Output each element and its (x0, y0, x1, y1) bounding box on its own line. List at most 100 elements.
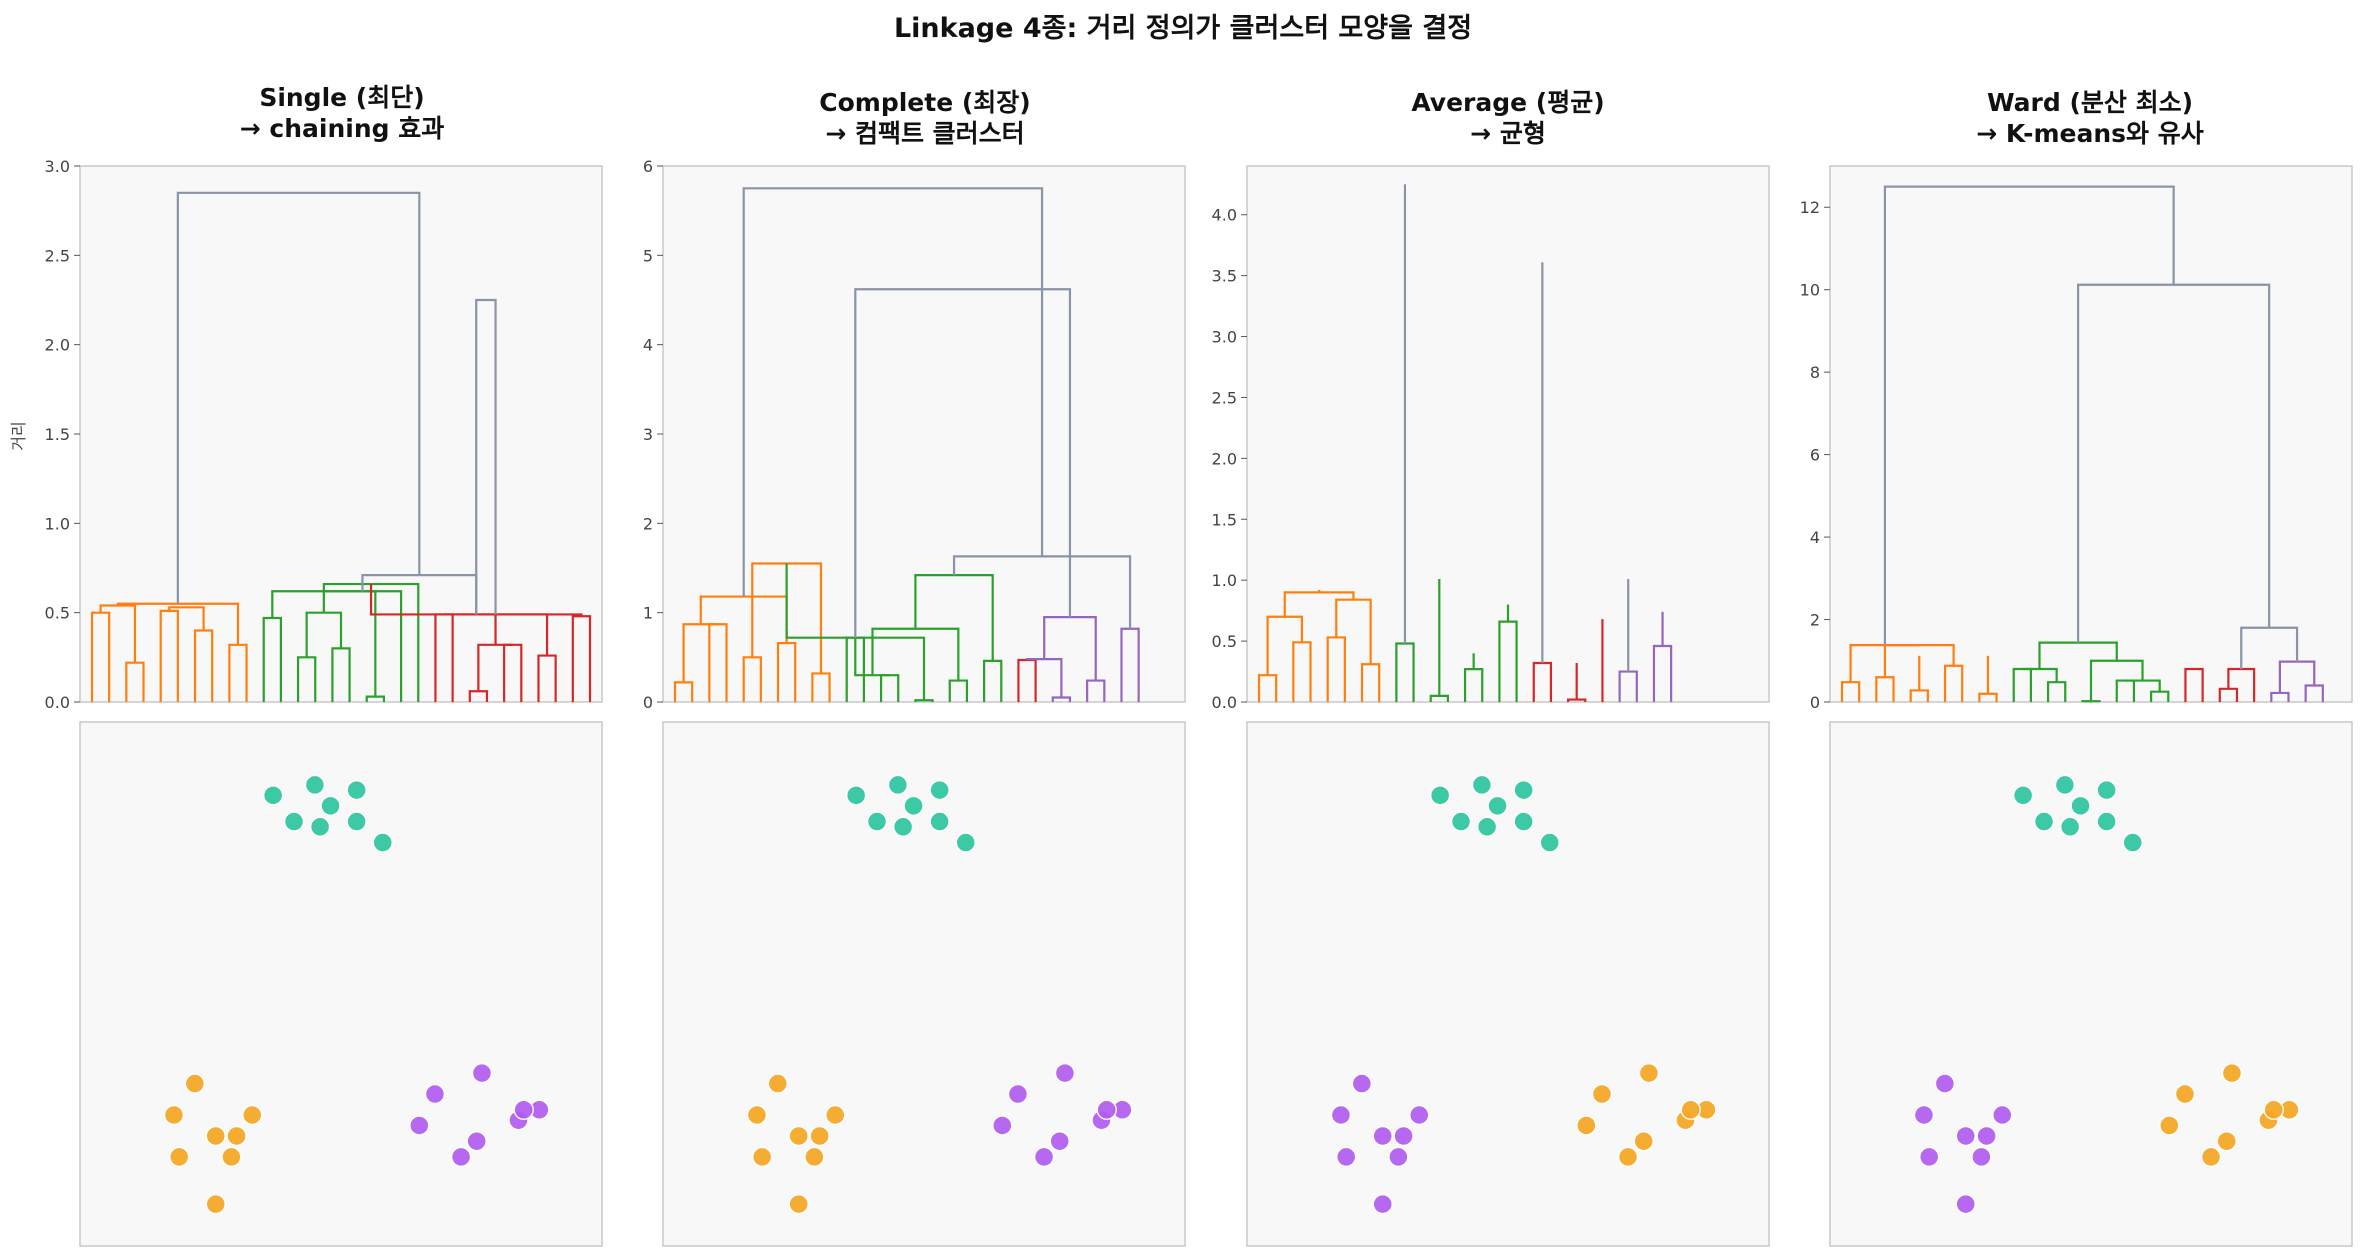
scatter-point (2096, 811, 2117, 832)
scatter-point (221, 1146, 242, 1168)
scatter-point (1976, 1125, 1997, 1147)
scatter-point (1680, 1099, 1701, 1121)
panel-3-title-line1: Average (평균) (1411, 88, 1605, 117)
scatter-point (226, 1125, 247, 1147)
scatter-point (1487, 795, 1508, 817)
scatter-panel-3 (1246, 721, 1770, 1247)
scatter-point (372, 832, 394, 853)
dendrogram-link (2022, 667, 2058, 683)
scatter-point (929, 811, 950, 832)
y-tick-label: 3.5 (1212, 267, 1237, 286)
scatter-point (903, 795, 924, 817)
panel-4-title-line1: Ward (분산 최소) (1986, 88, 2194, 117)
scatter-point (168, 1146, 190, 1168)
y-tick-label: 2 (643, 514, 653, 533)
y-tick-label: 4 (1810, 528, 1820, 547)
scatter-point (2263, 1099, 2284, 1121)
y-tick-label: 3.0 (1212, 328, 1237, 347)
dendrogram-link (2184, 667, 2204, 702)
scatter-point (1476, 816, 1498, 838)
scatter-point (804, 1146, 825, 1168)
scatter-point (1617, 1146, 1639, 1168)
scatter-point (513, 1099, 534, 1121)
dendrogram-link (1120, 627, 1140, 702)
dendrogram-link (2278, 660, 2316, 693)
scatter-point (242, 1104, 263, 1126)
y-tick-label: 0.0 (1212, 693, 1237, 712)
scatter-point (1913, 1104, 1935, 1126)
y-tick-label: 2.0 (1212, 449, 1237, 468)
dendrogram-link (952, 555, 1132, 629)
scatter-point (1372, 1193, 1393, 1215)
y-tick-label: 12 (1800, 198, 1820, 217)
scatter-point (1049, 1130, 1070, 1152)
dendrogram-link (322, 590, 403, 702)
dendrogram-link (1849, 644, 1920, 683)
scatter-point (929, 779, 950, 801)
y-tick-label: 4 (643, 336, 653, 355)
dendrogram-link (742, 187, 1044, 597)
scatter-point (1471, 774, 1493, 796)
scatter-point (2200, 1146, 2222, 1168)
dendrogram-link (2125, 679, 2161, 692)
y-tick-label: 1.0 (1212, 571, 1237, 590)
scatter-point (409, 1115, 430, 1136)
scatter-point (1007, 1083, 1029, 1105)
scatter-point (1992, 1104, 2013, 1126)
scatter-point (1633, 1130, 1654, 1152)
y-tick-label: 10 (1800, 281, 1820, 300)
dendrogram-link (2038, 641, 2118, 670)
scatter-point (1638, 1062, 1660, 1084)
dendrogram-link (2081, 700, 2101, 703)
scatter-panel-1 (79, 721, 603, 1247)
scatter-point (424, 1083, 446, 1105)
dendrogram-link (1978, 692, 1998, 702)
scatter-point (767, 1073, 789, 1094)
dendrogram-link (228, 643, 248, 702)
dendrogram-link (983, 659, 1003, 702)
panel-2-title-line1: Complete (최장) (819, 88, 1031, 117)
panel-1-title-line1: Single (최단) (259, 83, 425, 112)
scatter-point (346, 779, 367, 801)
scatter-point (1539, 832, 1561, 853)
y-tick-label: 2 (1810, 611, 1820, 630)
scatter-point (1409, 1104, 1430, 1126)
y-tick-label: 1.5 (45, 425, 70, 444)
dendrogram-link (1875, 676, 1895, 702)
scatter-point (1591, 1083, 1613, 1105)
scatter-point (887, 774, 909, 796)
scatter-point (2122, 832, 2144, 853)
scatter-point (304, 774, 326, 796)
dendrogram-link (2304, 684, 2324, 702)
scatter-point (2096, 779, 2117, 801)
dendrogram-link (477, 643, 513, 692)
y-tick-label: 0.5 (45, 604, 70, 623)
scatter-point (283, 811, 305, 832)
scatter-point (466, 1130, 487, 1152)
scatter-point (1372, 1125, 1393, 1147)
scatter-point (184, 1073, 206, 1094)
dendrogram-link (2012, 667, 2032, 702)
scatter-point (2059, 816, 2081, 838)
y-tick-label: 0.5 (1212, 632, 1237, 651)
figure-title: Linkage 4종: 거리 정의가 클러스터 모양을 결정 (893, 13, 1473, 44)
y-axis-label: 거리 (9, 421, 28, 450)
scatter-point (1335, 1146, 1357, 1168)
scatter-point (2054, 774, 2076, 796)
dendrogram-link (176, 191, 421, 604)
scatter-point (825, 1104, 846, 1126)
dendrogram-link (305, 611, 343, 658)
scatter-panel-4 (1829, 721, 2353, 1247)
scatter-point (845, 785, 867, 806)
scatter-point (1450, 811, 1472, 832)
scatter-point (746, 1104, 768, 1126)
dendrogram-link (682, 623, 718, 683)
y-tick-label: 1.0 (45, 514, 70, 533)
scatter-point (1096, 1099, 1117, 1121)
panel-1-title-line2: → chaining 효과 (239, 114, 445, 143)
scatter-point (1918, 1146, 1940, 1168)
scatter-point (788, 1125, 809, 1147)
dendrogram-link (871, 627, 960, 681)
scatter-point (1955, 1125, 1976, 1147)
